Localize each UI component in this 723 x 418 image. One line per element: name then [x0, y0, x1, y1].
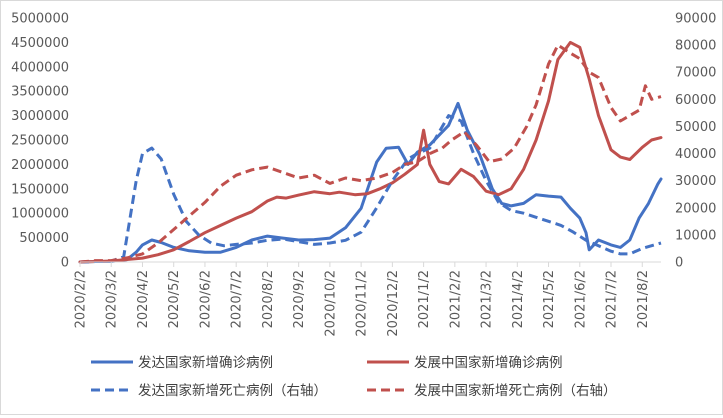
y-right-tick-label: 60000: [675, 93, 716, 108]
y-left-tick-label: 3500000: [11, 85, 69, 100]
x-tick-label: 2021/8/2: [636, 270, 651, 328]
x-tick-label: 2020/6/2: [198, 270, 213, 328]
y-left-tick-label: 3000000: [11, 109, 69, 124]
y-axis-right-ticks: 0 10000 20000 30000 40000 50000 60000 70000 8000…: [675, 12, 716, 271]
y-right-tick-label: 0: [675, 256, 683, 271]
y-right-tick-label: 90000: [675, 12, 716, 27]
y-right-tick-label: 40000: [675, 147, 716, 162]
y-right-tick-label: 20000: [675, 201, 716, 216]
y-left-tick-label: 2500000: [11, 134, 69, 149]
y-left-tick-label: 2000000: [11, 158, 69, 173]
x-tick-label: 2021/5/2: [542, 270, 557, 328]
y-left-tick-label: 4500000: [11, 36, 69, 51]
y-right-tick-label: 50000: [675, 120, 716, 135]
x-tick-label: 2020/9/2: [292, 270, 307, 328]
x-tick-label: 2020/2/2: [74, 270, 89, 328]
y-left-tick-label: 500000: [19, 231, 69, 246]
y-right-tick-label: 10000: [675, 228, 716, 243]
y-right-tick-label: 70000: [675, 66, 716, 81]
x-tick-label: 2021/7/2: [605, 270, 620, 328]
y-left-tick-label: 1000000: [11, 207, 69, 222]
x-tick-label: 2020/3/2: [105, 270, 120, 328]
series-line-3: [79, 114, 662, 264]
legend-label-3: 发达国家新增死亡病例（右轴）: [138, 382, 327, 399]
x-tick-label: 2020/8/2: [261, 270, 276, 328]
x-tick-label: 2021/1/2: [417, 270, 432, 328]
series-line-2: [78, 40, 663, 264]
legend-label-2: 发展中国家新增确诊病例: [414, 354, 563, 371]
y-left-tick-label: 4000000: [11, 60, 69, 75]
x-tick-label: 2020/10/2: [323, 270, 338, 337]
x-tick-label: 2020/11/2: [355, 270, 370, 337]
x-tick-label: 2020/5/2: [167, 270, 182, 328]
y-left-tick-label: 5000000: [11, 12, 69, 27]
plot-lines: [78, 40, 663, 264]
y-left-tick-label: 1500000: [11, 182, 69, 197]
x-tick-label: 2021/2/2: [448, 270, 463, 328]
y-right-tick-label: 30000: [675, 174, 716, 189]
y-left-tick-label: 0: [61, 256, 69, 271]
legend-label-1: 发达国家新增确诊病例: [138, 354, 273, 371]
y-axis-left-ticks: 0 500000 1000000 1500000 2000000 2500000 30000…: [11, 12, 69, 271]
y-right-tick-label: 80000: [675, 39, 716, 54]
x-tick-label: 2020/12/2: [386, 270, 401, 337]
x-tick-label: 2020/7/2: [230, 270, 245, 328]
legend-label-4: 发展中国家新增死亡病例（右轴）: [414, 382, 617, 399]
series-line-1: [78, 101, 663, 264]
x-axis-ticks: 2020/2/2 2020/3/2 2020/4/2 2020/5/2 2020/6/2…: [74, 262, 651, 337]
x-tick-label: 2021/3/2: [480, 270, 495, 328]
series-line-4: [79, 43, 662, 264]
x-tick-label: 2021/6/2: [573, 270, 588, 328]
x-tick-label: 2020/4/2: [136, 270, 151, 328]
x-tick-label: 2021/4/2: [511, 270, 526, 328]
